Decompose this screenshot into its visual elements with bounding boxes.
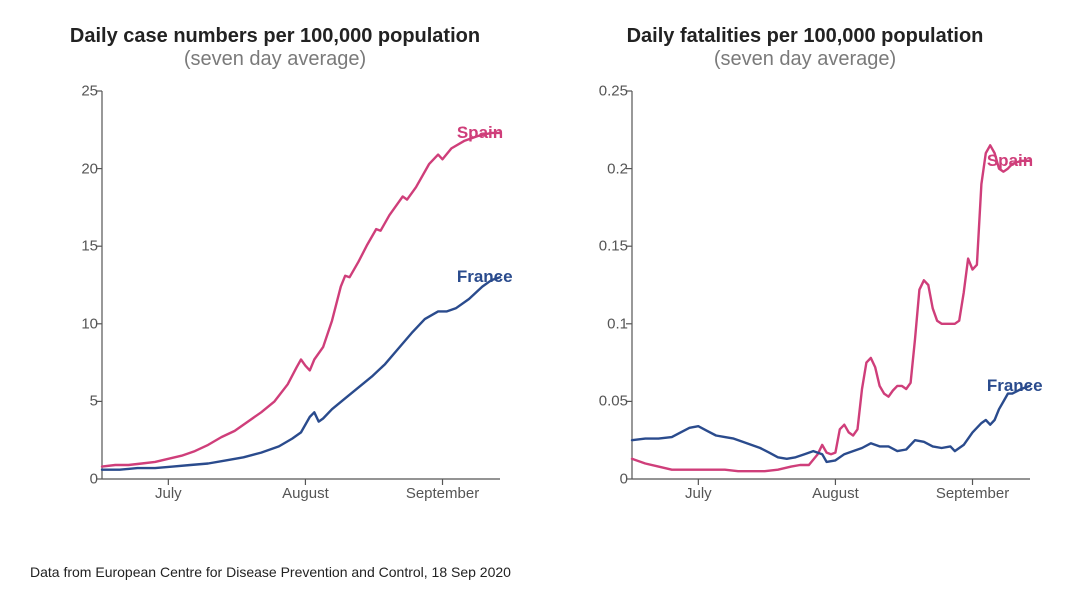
fatalities-svg (570, 81, 1040, 499)
fatalities-subtitle: (seven day average) (570, 48, 1040, 71)
cases-france-line (102, 277, 500, 470)
cases-panel: Daily case numbers per 100,000 populatio… (40, 24, 510, 521)
cases-plot: 0510152025JulyAugustSeptemberSpainFrance (40, 81, 510, 521)
fatalities-france-line (632, 386, 1030, 462)
charts-row: Daily case numbers per 100,000 populatio… (30, 24, 1050, 521)
source-text: Data from European Centre for Disease Pr… (30, 564, 511, 580)
fatalities-plot: 00.050.10.150.20.25JulyAugustSeptemberSp… (570, 81, 1040, 521)
cases-title: Daily case numbers per 100,000 populatio… (40, 24, 510, 48)
fatalities-panel: Daily fatalities per 100,000 population … (570, 24, 1040, 521)
cases-svg (40, 81, 510, 499)
fatalities-spain-line (632, 145, 1030, 471)
cases-subtitle: (seven day average) (40, 48, 510, 71)
fatalities-title: Daily fatalities per 100,000 population (570, 24, 1040, 48)
cases-spain-line (102, 133, 500, 467)
